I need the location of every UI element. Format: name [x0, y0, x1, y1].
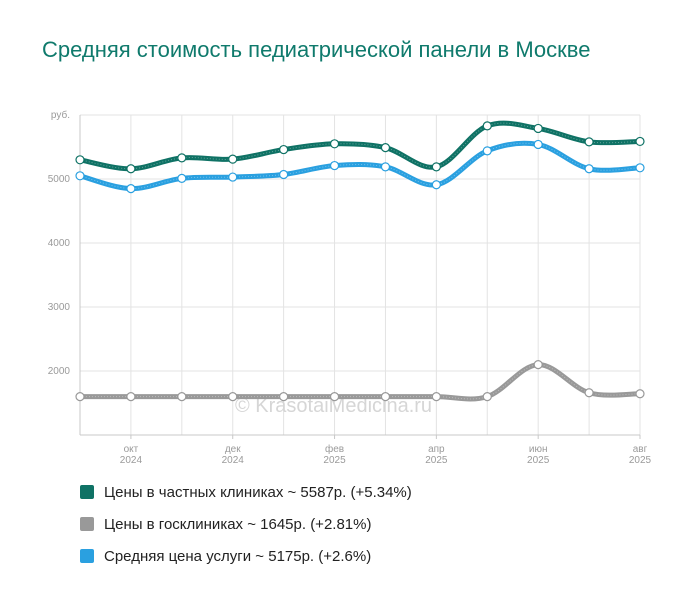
legend-item: Цены в госклиниках ~ 1645р. (+2.81%) [80, 514, 412, 534]
data-point [177, 173, 187, 183]
data-point [279, 169, 289, 180]
data-point [329, 160, 340, 171]
data-point [431, 180, 441, 190]
series-line [77, 362, 643, 402]
data-point [126, 164, 136, 174]
axes [79, 115, 641, 439]
data-point [635, 136, 645, 147]
x-tick-year: 2025 [323, 455, 346, 466]
legend-item: Средняя цена услуги ~ 5175р. (+2.6%) [80, 546, 412, 566]
x-tick-year: 2025 [425, 455, 448, 466]
y-axis-label: руб. [51, 109, 70, 121]
x-tick-year: 2025 [629, 455, 652, 466]
series-lines [75, 120, 645, 402]
series-0 [75, 120, 645, 174]
data-point [177, 153, 187, 163]
x-tick-label: апр [428, 444, 445, 455]
series-1 [75, 360, 645, 402]
data-point [584, 164, 594, 174]
legend-label: Цены в частных клиниках ~ 5587р. (+5.34%… [104, 483, 412, 501]
data-point [329, 139, 340, 149]
y-tick-label: 5000 [48, 174, 71, 185]
data-point [533, 360, 543, 370]
data-point [228, 392, 238, 402]
data-point [533, 139, 543, 150]
legend-swatch [80, 485, 94, 499]
legend-item: Цены в частных клиниках ~ 5587р. (+5.34%… [80, 482, 412, 502]
x-tick-label: дек [225, 444, 241, 455]
data-point [75, 171, 85, 181]
data-point [75, 155, 85, 165]
data-point [431, 162, 441, 172]
data-point [431, 392, 441, 402]
data-point [126, 392, 136, 402]
data-point [533, 123, 543, 134]
data-point [228, 172, 238, 182]
data-point [482, 146, 492, 156]
chart-title: Средняя стоимость педиатрической панели … [42, 37, 591, 62]
data-point [126, 184, 136, 194]
data-point [584, 388, 594, 398]
data-point [380, 392, 391, 402]
series-2 [75, 139, 645, 194]
data-point [380, 162, 391, 172]
data-point [75, 392, 85, 402]
y-tick-label: 2000 [48, 366, 71, 377]
data-point [329, 392, 340, 402]
y-tick-label: 3000 [48, 302, 71, 313]
legend-swatch [80, 549, 94, 563]
legend-label: Средняя цена услуги ~ 5175р. (+2.6%) [104, 547, 372, 565]
legend-swatch [80, 517, 94, 531]
x-tick-label: июн [529, 444, 548, 455]
data-point [279, 392, 289, 402]
series-line [77, 120, 643, 172]
data-point [177, 392, 187, 402]
line-chart: © KrasotaiMedicina.ru 2000300040005000ру… [48, 109, 652, 466]
data-point [380, 143, 391, 153]
data-point [482, 121, 492, 131]
data-point [482, 392, 492, 402]
data-point [279, 144, 289, 155]
y-tick-label: 4000 [48, 238, 71, 249]
x-tick-label: фев [325, 443, 344, 455]
data-point [635, 389, 645, 399]
tick-labels: 2000300040005000руб.окт2024дек2024фев202… [48, 109, 652, 466]
x-tick-year: 2024 [222, 455, 245, 466]
legend-label: Цены в госклиниках ~ 1645р. (+2.81%) [104, 515, 372, 533]
x-tick-year: 2024 [120, 455, 143, 466]
series-line [77, 140, 643, 192]
legend: Цены в частных клиниках ~ 5587р. (+5.34%… [80, 482, 412, 578]
x-tick-year: 2025 [527, 455, 550, 466]
data-point [584, 137, 594, 147]
x-tick-label: авг [633, 444, 648, 455]
grid-lines [79, 114, 641, 435]
data-point [228, 154, 238, 164]
data-point [635, 163, 645, 173]
x-tick-label: окт [124, 444, 139, 455]
